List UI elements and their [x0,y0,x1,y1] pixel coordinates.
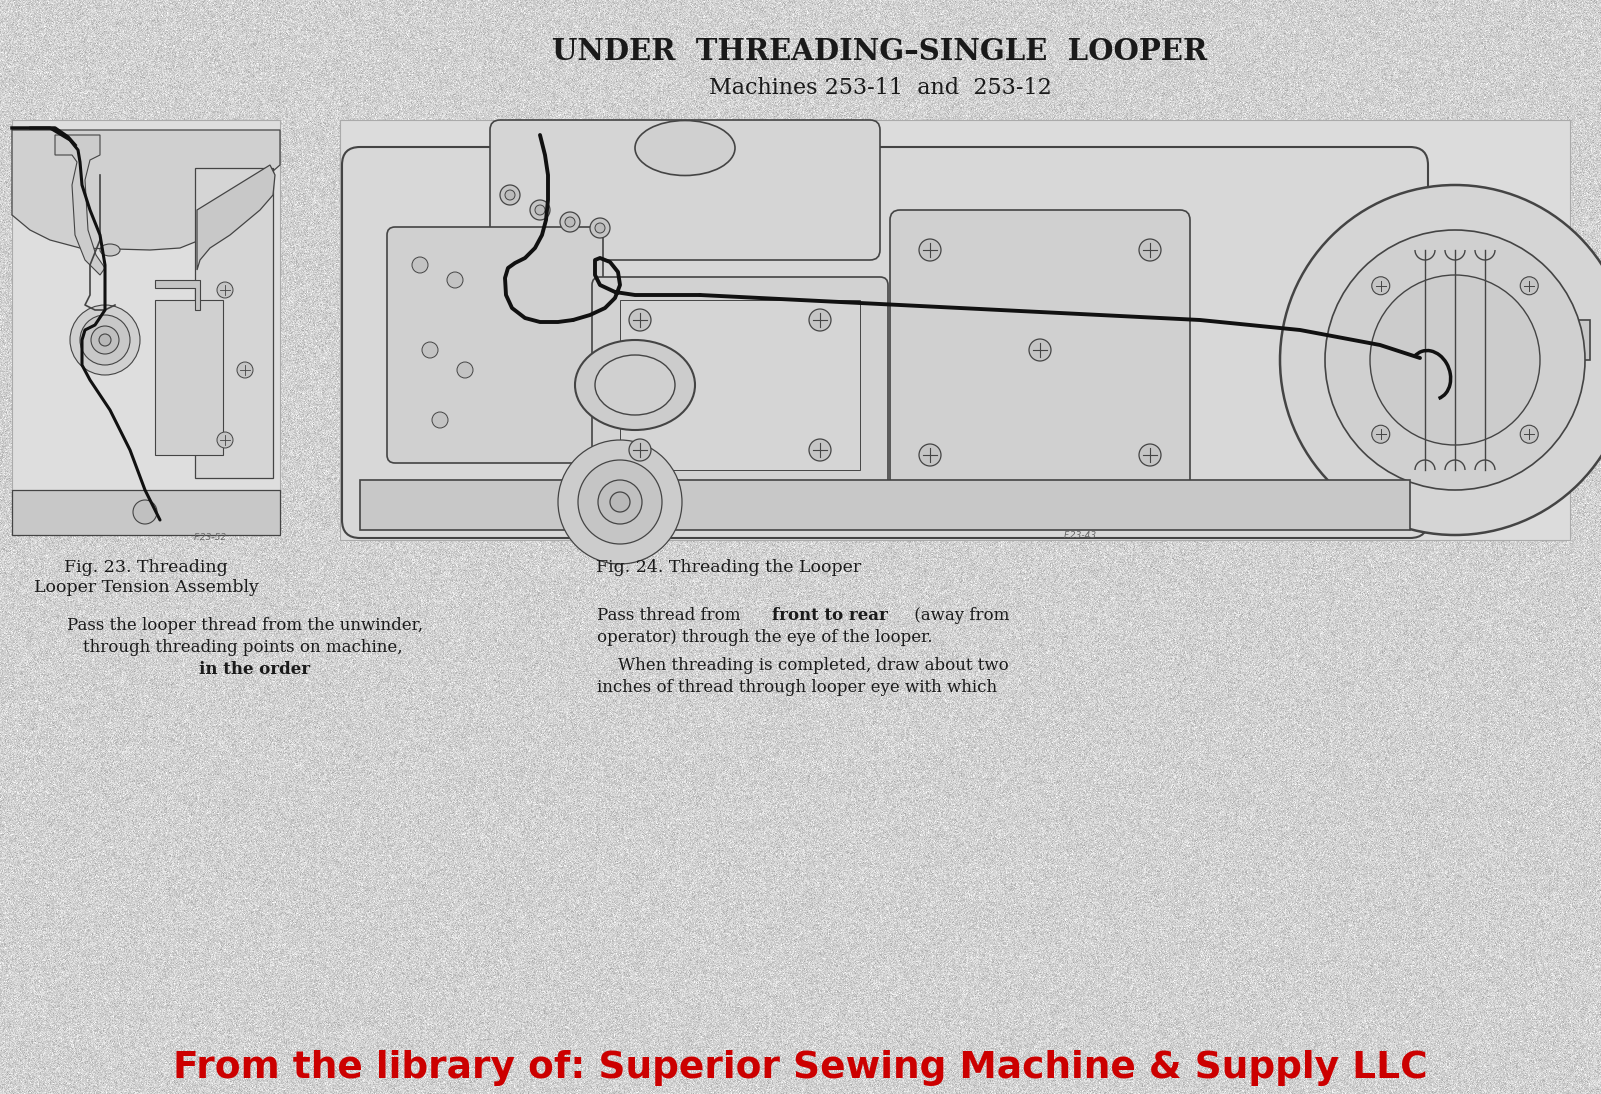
Circle shape [1521,277,1539,294]
Circle shape [809,309,831,331]
FancyBboxPatch shape [890,210,1190,500]
Text: UNDER  THREADING–SINGLE  LOOPER: UNDER THREADING–SINGLE LOOPER [552,37,1207,67]
Bar [339,120,1571,540]
Circle shape [1326,230,1585,490]
Circle shape [99,334,110,346]
Circle shape [559,440,682,565]
Text: Pass the looper thread from the unwinder,: Pass the looper thread from the unwinder… [67,617,423,633]
Circle shape [432,412,448,428]
Text: When threading is completed, draw about two: When threading is completed, draw about … [597,656,1009,674]
Polygon shape [197,165,275,270]
Bar [155,300,223,455]
Ellipse shape [596,354,676,415]
Circle shape [1370,275,1540,445]
Text: Looper Tension Assembly: Looper Tension Assembly [34,580,258,596]
FancyBboxPatch shape [343,147,1428,538]
Circle shape [599,480,642,524]
Circle shape [1138,238,1161,261]
Text: From the library of: Superior Sewing Machine & Supply LLC: From the library of: Superior Sewing Mac… [173,1050,1428,1086]
Ellipse shape [636,120,735,175]
Circle shape [565,217,575,226]
Circle shape [919,238,941,261]
Polygon shape [11,130,280,251]
Circle shape [218,432,234,449]
FancyBboxPatch shape [592,277,889,493]
FancyBboxPatch shape [490,120,881,260]
Text: Fig. 23. Threading: Fig. 23. Threading [64,559,227,577]
Text: operator) through the eye of the looper.: operator) through the eye of the looper. [597,629,932,647]
Circle shape [591,218,610,238]
Circle shape [596,223,605,233]
Circle shape [560,212,580,232]
Text: F.23-43: F.23-43 [1063,531,1097,539]
Text: F.23-52: F.23-52 [194,534,227,543]
Circle shape [1281,185,1601,535]
Text: Pass thread from: Pass thread from [597,606,746,624]
Text: (away from: (away from [909,606,1009,624]
Text: Machines 253-11  and  253-12: Machines 253-11 and 253-12 [709,77,1052,98]
Bar [11,490,280,535]
Text: inches of thread through looper eye with which: inches of thread through looper eye with… [597,679,997,697]
Circle shape [133,500,157,524]
Circle shape [456,362,472,379]
Bar [11,120,280,535]
Circle shape [629,309,652,331]
Ellipse shape [99,244,120,256]
Circle shape [1372,426,1390,443]
Circle shape [70,305,139,375]
FancyBboxPatch shape [387,226,604,463]
Circle shape [610,492,631,512]
Circle shape [218,282,234,298]
Circle shape [80,315,130,365]
Text: through threading points on machine,: through threading points on machine, [83,640,407,656]
Circle shape [578,459,661,544]
Bar [195,168,274,478]
Circle shape [91,326,118,354]
Circle shape [237,362,253,379]
Text: in the order: in the order [200,662,311,678]
Text: Fig. 24. Threading the Looper: Fig. 24. Threading the Looper [596,559,861,577]
Circle shape [1521,426,1539,443]
Bar [1399,321,1590,360]
Circle shape [1372,277,1390,294]
Circle shape [1138,444,1161,466]
Bar [360,480,1410,529]
Bar [620,300,860,470]
Circle shape [447,272,463,288]
Circle shape [411,257,427,274]
Ellipse shape [575,340,695,430]
Circle shape [535,205,544,216]
Circle shape [423,342,439,358]
Circle shape [919,444,941,466]
Circle shape [530,200,551,220]
Circle shape [1029,339,1050,361]
Circle shape [504,190,516,200]
Polygon shape [155,280,200,310]
Circle shape [629,439,652,461]
Polygon shape [54,135,106,275]
Circle shape [500,185,520,205]
Circle shape [809,439,831,461]
Text: front to rear: front to rear [772,606,889,624]
